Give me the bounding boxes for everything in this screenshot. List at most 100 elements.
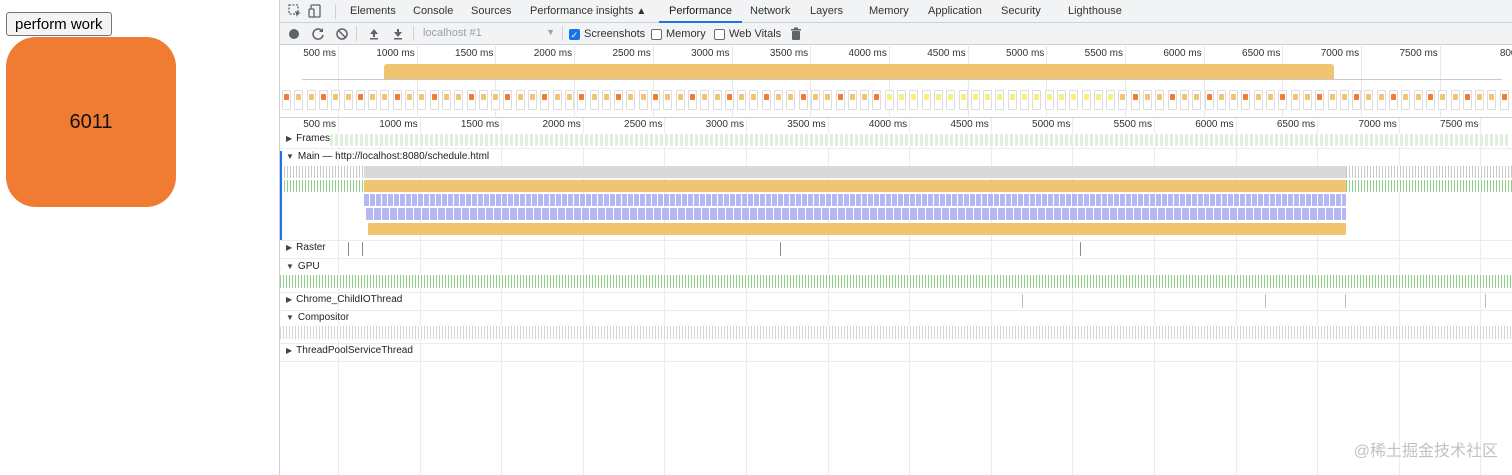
webvitals-checkbox[interactable]: Web Vitals	[714, 27, 781, 41]
screenshot-thumb-content	[1477, 94, 1483, 100]
tab-layers[interactable]: Layers	[810, 5, 844, 17]
scripting-task	[364, 180, 1346, 192]
screenshot-thumb-content	[862, 94, 868, 100]
flame-tick-label: 2500 ms	[624, 119, 663, 130]
flame-tick-label: 2000 ms	[542, 119, 581, 130]
timeline-overview[interactable]: 500 ms 1000 ms 1500 ms 2000 ms 2500 ms 3000 m…	[280, 46, 1512, 118]
screenshot-thumb-content	[1206, 94, 1212, 100]
screenshot-thumb-content	[1157, 94, 1163, 100]
tab-performance[interactable]: Performance	[659, 0, 742, 23]
device-toolbar-icon[interactable]	[308, 3, 324, 19]
track-gpu[interactable]: ▼ GPU	[286, 261, 320, 272]
screenshot-thumb	[441, 90, 451, 110]
screenshot-thumb-content	[1009, 94, 1015, 100]
target-select[interactable]: localhost #1 ▼	[423, 27, 555, 41]
screenshot-thumb-content	[1095, 94, 1101, 100]
tab-console[interactable]: Console	[413, 5, 454, 17]
screenshot-thumb-content	[788, 94, 794, 100]
track-raster-label: Raster	[296, 242, 326, 253]
track-raster[interactable]: ▶ Raster	[286, 242, 326, 253]
screenshot-thumb	[946, 90, 956, 110]
screenshot-thumb	[1155, 90, 1165, 110]
screenshot-thumb	[355, 90, 365, 110]
flame-chart[interactable]: 500 ms 1000 ms 1500 ms 2000 ms 2500 ms 3000 m…	[280, 118, 1512, 475]
tab-lighthouse[interactable]: Lighthouse	[1068, 5, 1122, 17]
screenshot-thumb-content	[480, 94, 486, 100]
devtools-panel: Elements Console Sources Performance ins…	[279, 0, 1512, 475]
screenshots-checkbox[interactable]: ✓ Screenshots	[569, 27, 645, 41]
flame-tick-label: 3000 ms	[705, 119, 744, 130]
screenshot-thumb	[528, 90, 537, 110]
download-icon[interactable]	[390, 26, 406, 42]
screenshot-thumb	[1192, 90, 1202, 110]
screenshot-thumb-content	[800, 94, 806, 100]
screenshot-thumb-content	[1378, 94, 1384, 100]
screenshot-thumb-content	[825, 94, 831, 100]
screenshot-thumb-content	[296, 94, 302, 100]
tab-network[interactable]: Network	[750, 5, 791, 17]
record-icon[interactable]	[286, 26, 302, 42]
screenshot-thumb	[1143, 90, 1152, 110]
overview-tick-label: 4500 ms	[927, 48, 966, 59]
clear-icon[interactable]	[334, 26, 350, 42]
childio-task	[1485, 294, 1486, 308]
screenshot-thumb	[429, 90, 439, 110]
flame-tick-label: 4500 ms	[950, 119, 989, 130]
screenshot-thumb-content	[1292, 94, 1298, 100]
screenshot-thumb	[1266, 90, 1275, 110]
flame-tick-label: 500 ms	[303, 119, 336, 130]
screenshot-thumb-content	[677, 94, 683, 100]
track-frames[interactable]: ▶ Frames	[286, 133, 330, 144]
flame-gridline	[990, 118, 992, 475]
screenshot-thumb	[331, 90, 341, 110]
screenshot-thumb	[909, 90, 919, 110]
flame-gridline	[664, 118, 666, 475]
track-divider	[280, 361, 1512, 362]
screenshot-thumb-content	[370, 94, 376, 100]
tab-performance-insights[interactable]: Performance insights ▲	[528, 0, 648, 23]
screenshot-thumb	[749, 90, 759, 110]
flame-tick-label: 1000 ms	[379, 119, 418, 130]
screenshot-thumb	[1241, 90, 1251, 110]
screenshot-thumb	[380, 90, 390, 110]
track-threadpool[interactable]: ▶ ThreadPoolServiceThread	[286, 345, 413, 356]
flame-gridline	[338, 118, 339, 475]
tab-application[interactable]: Application	[928, 5, 982, 17]
checkbox-checked-icon: ✓	[569, 28, 580, 40]
flame-gridline	[582, 118, 584, 475]
screenshot-thumb	[1093, 90, 1103, 110]
screenshot-thumb-content	[1218, 94, 1224, 100]
flame-tick-label: 6000 ms	[1195, 119, 1234, 130]
element-picker-icon[interactable]	[287, 3, 303, 19]
trash-icon[interactable]	[788, 26, 804, 42]
screenshot-thumb-content	[1354, 94, 1360, 100]
overview-gridline	[338, 46, 339, 118]
flame-tick-label: 5500 ms	[1113, 119, 1152, 130]
perform-work-button[interactable]: perform work	[6, 12, 112, 36]
track-childio[interactable]: ▶ Chrome_ChildIOThread	[286, 294, 402, 305]
tab-security[interactable]: Security	[1001, 5, 1041, 17]
screenshot-thumb-content	[468, 94, 474, 100]
track-compositor[interactable]: ▼ Compositor	[286, 312, 349, 323]
screenshot-thumb-content	[1022, 94, 1027, 100]
screenshot-thumb-content	[591, 94, 597, 100]
screenshot-thumb	[1462, 90, 1472, 110]
screenshot-thumb	[933, 90, 943, 110]
tab-memory[interactable]: Memory	[869, 5, 909, 17]
tab-elements[interactable]: Elements	[350, 5, 396, 17]
toolbar-separator	[413, 26, 414, 41]
screenshot-thumb-content	[505, 94, 511, 100]
expand-arrow-icon: ▶	[286, 295, 293, 304]
screenshot-thumb	[983, 90, 993, 110]
track-main[interactable]: ▼ Main — http://localhost:8080/schedule.…	[286, 151, 489, 162]
reload-icon[interactable]	[310, 26, 326, 42]
screenshot-thumb	[1007, 90, 1017, 110]
screenshot-thumb-content	[997, 94, 1003, 100]
screenshot-thumb-content	[284, 94, 289, 100]
screenshot-thumb-content	[407, 94, 412, 100]
tab-sources[interactable]: Sources	[471, 5, 512, 17]
screenshot-thumb	[318, 90, 328, 110]
memory-checkbox[interactable]: Memory	[651, 27, 706, 41]
upload-icon[interactable]	[366, 26, 382, 42]
screenshot-thumb	[1204, 90, 1214, 110]
